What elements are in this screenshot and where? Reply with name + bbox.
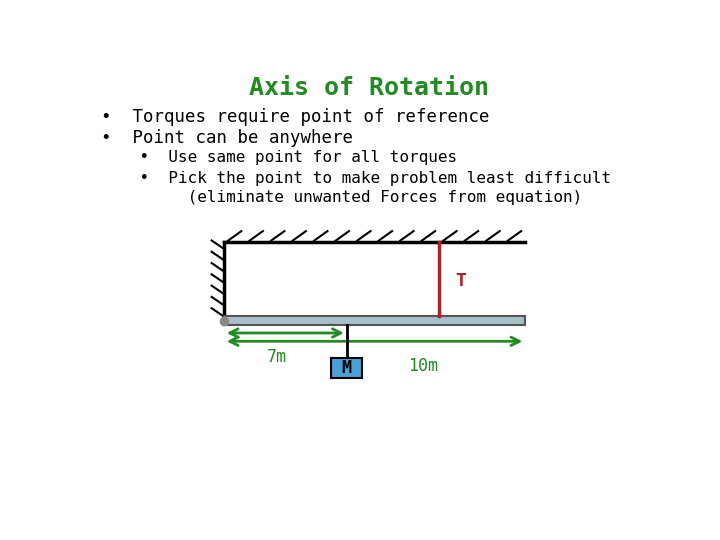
Text: (eliminate unwanted Forces from equation): (eliminate unwanted Forces from equation… xyxy=(101,190,582,205)
Text: •  Use same point for all torques: • Use same point for all torques xyxy=(101,150,457,165)
Text: 10m: 10m xyxy=(408,357,438,375)
Text: 7m: 7m xyxy=(267,348,287,366)
Text: •  Torques require point of reference: • Torques require point of reference xyxy=(101,109,490,126)
Text: M: M xyxy=(342,359,351,377)
Text: •  Pick the point to make problem least difficult: • Pick the point to make problem least d… xyxy=(101,171,611,186)
Text: Axis of Rotation: Axis of Rotation xyxy=(249,77,489,100)
Bar xyxy=(224,316,526,325)
Text: •  Point can be anywhere: • Point can be anywhere xyxy=(101,129,353,147)
Text: T: T xyxy=(456,272,467,290)
Bar xyxy=(331,359,362,379)
